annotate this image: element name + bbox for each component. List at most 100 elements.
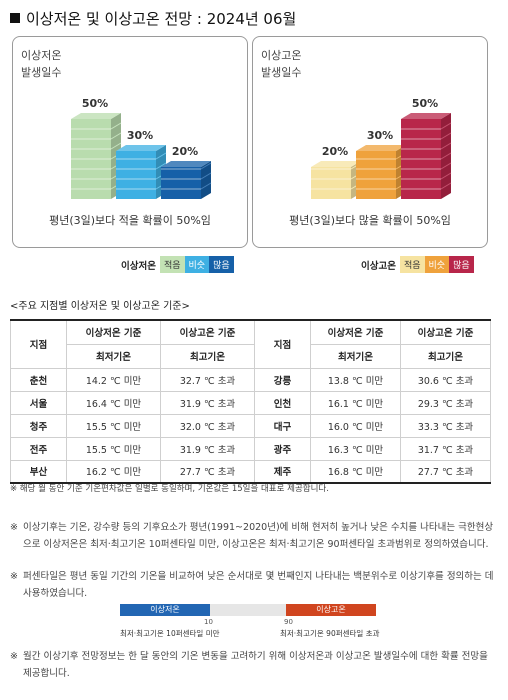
max-threshold: 27.7 ℃ 초과 xyxy=(400,459,491,484)
min-threshold: 13.8 ℃ 미만 xyxy=(310,367,401,392)
percentile-text: 퍼센타일은 평년 동일 기간의 기온을 비교하여 낮은 순서대로 몇 번째인지 … xyxy=(23,571,494,599)
table-row: 청주 15.5 ℃ 미만 32.0 ℃ 초과 대구 16.0 ℃ 미만 33.3… xyxy=(10,413,491,438)
hot-card-title: 이상고온 발생일수 xyxy=(261,49,302,79)
min-threshold: 16.2 ℃ 미만 xyxy=(66,459,161,484)
max-threshold: 31.9 ℃ 초과 xyxy=(160,436,255,461)
cold-bar-2 xyxy=(116,145,167,199)
max-threshold: 33.3 ℃ 초과 xyxy=(400,413,491,438)
hot-scale-caption: 최저·최고기온 90퍼센타일 초과 xyxy=(280,629,380,638)
table-heading: <주요 지점별 이상저온 및 이상고온 기준> xyxy=(10,301,190,312)
cold-legend-normal: 비슷 xyxy=(184,256,210,273)
cold-card-caption: 평년(3일)보다 적을 확률이 50%임 xyxy=(49,214,211,227)
city-name: 강릉 xyxy=(254,367,311,392)
definition-text: 이상기후는 기온, 강수량 등의 기후요소가 평년(1991~2020년)에 비… xyxy=(23,522,494,550)
hot-legend-name: 이상고온 xyxy=(361,260,396,272)
header-cold-left: 이상저온 기준 xyxy=(66,319,161,345)
hot-bar-label-2: 30% xyxy=(367,129,393,142)
header-city-right: 지점 xyxy=(254,319,311,369)
note-marker: ※ xyxy=(10,571,18,582)
note-marker: ※ xyxy=(10,522,18,533)
neutral-scale-bar xyxy=(210,604,286,616)
definition-note: ※ 이상기후는 기온, 강수량 등의 기후요소가 평년(1991~2020년)에… xyxy=(10,519,494,553)
hot-legend-high: 많음 xyxy=(449,256,474,273)
table-header-row: 지점 이상저온 기준 이상고온 기준 지점 이상저온 기준 이상고온 기준 xyxy=(10,319,491,369)
hot-bar-chart: 20% 30% 50% xyxy=(311,97,452,199)
city-name: 서울 xyxy=(10,390,67,415)
hot-forecast-card: 이상고온 발생일수 20% 30% 50% 평년(3일)보다 많을 확률이 50%임 xyxy=(252,36,488,248)
hot-bar-3 xyxy=(401,113,452,199)
forecast-note: ※ 월간 이상기후 전망정보는 한 달 동안의 기온 변동을 고려하기 위해 이… xyxy=(10,648,494,682)
header-hot-right: 이상고온 기준 xyxy=(400,319,491,345)
cold-scale-caption: 최저·최고기온 10퍼센타일 미만 xyxy=(120,629,220,638)
max-threshold: 29.3 ℃ 초과 xyxy=(400,390,491,415)
hot-legend: 이상고온 적음 비슷 많음 xyxy=(361,256,474,273)
hot-bar-label-1: 20% xyxy=(322,145,348,158)
table-subheader-row: 최저기온 최고기온 최저기온 최고기온 xyxy=(11,343,491,369)
city-name: 춘천 xyxy=(10,367,67,392)
min-threshold: 16.4 ℃ 미만 xyxy=(66,390,161,415)
hot-scale-bar: 이상고온 xyxy=(286,604,376,616)
table-row: 부산 16.2 ℃ 미만 27.7 ℃ 초과 제주 16.8 ℃ 미만 27.7… xyxy=(10,459,491,484)
max-threshold: 27.7 ℃ 초과 xyxy=(160,459,255,484)
percentile-scale: 이상저온 이상고온 10 90 최저·최고기온 10퍼센타일 미만 최저·최고기… xyxy=(120,604,380,642)
city-name: 제주 xyxy=(254,459,311,484)
header-min-right: 최저기온 xyxy=(310,343,401,369)
header-cold-right: 이상저온 기준 xyxy=(310,319,401,345)
cold-legend-name: 이상저온 xyxy=(121,260,156,272)
cold-bar-1 xyxy=(71,113,122,199)
min-threshold: 16.1 ℃ 미만 xyxy=(310,390,401,415)
city-name: 전주 xyxy=(10,436,67,461)
cold-threshold-value: 10 xyxy=(204,618,213,626)
cold-bar-label-1: 50% xyxy=(82,97,108,110)
cold-scale-bar: 이상저온 xyxy=(120,604,210,616)
percentile-note: ※ 퍼센타일은 평년 동일 기간의 기온을 비교하여 낮은 순서대로 몇 번째인… xyxy=(10,568,494,602)
city-name: 청주 xyxy=(10,413,67,438)
cold-bar-label-2: 30% xyxy=(127,129,153,142)
hot-threshold-value: 90 xyxy=(284,618,293,626)
max-threshold: 30.6 ℃ 초과 xyxy=(400,367,491,392)
city-name: 광주 xyxy=(254,436,311,461)
cold-bar-chart: 50% 30% 20% xyxy=(71,97,212,199)
max-threshold: 31.9 ℃ 초과 xyxy=(160,390,255,415)
header-city-left: 지점 xyxy=(10,319,67,369)
page-title: 이상저온 및 이상고온 전망 : 2024년 06월 xyxy=(10,8,296,29)
cold-bar-3 xyxy=(161,161,212,199)
forecast-text: 월간 이상기후 전망정보는 한 달 동안의 기온 변동을 고려하기 위해 이상저… xyxy=(23,651,488,679)
hot-legend-low: 적음 xyxy=(399,256,425,273)
square-bullet-icon xyxy=(10,13,20,23)
station-threshold-table: 지점 이상저온 기준 이상고온 기준 지점 이상저온 기준 이상고온 기준 최저… xyxy=(10,319,491,484)
page-title-text: 이상저온 및 이상고온 전망 : 2024년 06월 xyxy=(26,10,297,28)
max-threshold: 32.7 ℃ 초과 xyxy=(160,367,255,392)
max-threshold: 32.0 ℃ 초과 xyxy=(160,413,255,438)
hot-bar-1 xyxy=(311,161,362,199)
table-row: 춘천 14.2 ℃ 미만 32.7 ℃ 초과 강릉 13.8 ℃ 미만 30.6… xyxy=(10,367,491,392)
header-min-left: 최저기온 xyxy=(66,343,161,369)
cold-legend: 이상저온 적음 비슷 많음 xyxy=(121,256,234,273)
cold-forecast-card: 이상저온 발생일수 50% 30% 20% 평년(3일)보다 적을 확률이 50%임 xyxy=(12,36,248,248)
cold-card-title: 이상저온 발생일수 xyxy=(21,49,62,79)
header-max-right: 최고기온 xyxy=(400,343,491,369)
min-threshold: 16.0 ℃ 미만 xyxy=(310,413,401,438)
hot-bar-label-3: 50% xyxy=(412,97,438,110)
city-name: 인천 xyxy=(254,390,311,415)
table-footnote: ※ 해당 월 동안 기준 기온편차값은 일별로 동일하며, 기온값은 15일을 … xyxy=(10,484,329,494)
max-threshold: 31.7 ℃ 초과 xyxy=(400,436,491,461)
note-marker: ※ xyxy=(10,651,18,662)
min-threshold: 16.3 ℃ 미만 xyxy=(310,436,401,461)
hot-card-caption: 평년(3일)보다 많을 확률이 50%임 xyxy=(289,214,451,227)
hot-legend-normal: 비슷 xyxy=(424,256,450,273)
cold-bar-label-3: 20% xyxy=(172,145,198,158)
min-threshold: 15.5 ℃ 미만 xyxy=(66,436,161,461)
table-row: 서울 16.4 ℃ 미만 31.9 ℃ 초과 인천 16.1 ℃ 미만 29.3… xyxy=(10,390,491,415)
header-max-left: 최고기온 xyxy=(160,343,255,369)
cold-legend-high: 많음 xyxy=(209,256,234,273)
min-threshold: 16.8 ℃ 미만 xyxy=(310,459,401,484)
table-row: 전주 15.5 ℃ 미만 31.9 ℃ 초과 광주 16.3 ℃ 미만 31.7… xyxy=(10,436,491,461)
city-name: 대구 xyxy=(254,413,311,438)
min-threshold: 14.2 ℃ 미만 xyxy=(66,367,161,392)
header-hot-left: 이상고온 기준 xyxy=(160,319,255,345)
hot-bar-2 xyxy=(356,145,407,199)
min-threshold: 15.5 ℃ 미만 xyxy=(66,413,161,438)
cold-legend-low: 적음 xyxy=(159,256,185,273)
city-name: 부산 xyxy=(10,459,67,484)
